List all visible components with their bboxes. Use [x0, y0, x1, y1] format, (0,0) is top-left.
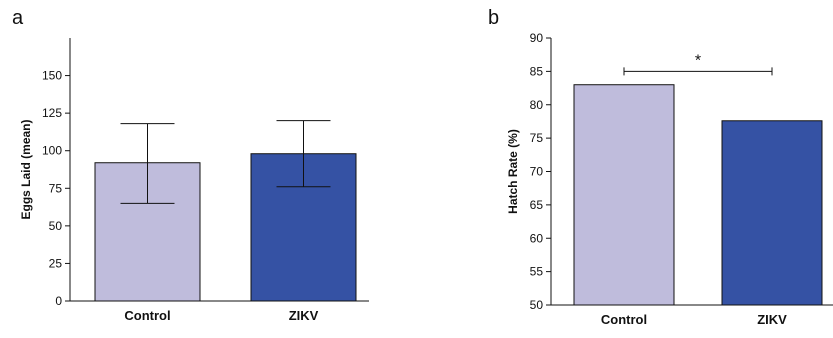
eggs-y-tick-label: 150 [42, 69, 62, 83]
eggs-category-label: ZIKV [289, 308, 319, 323]
hatch-y-tick-label: 65 [530, 198, 544, 212]
hatch-y-tick-label: 75 [530, 131, 544, 145]
hatch-y-tick-label: 55 [530, 265, 544, 279]
hatch-y-tick-label: 50 [530, 298, 544, 312]
eggs-y-tick-label: 50 [49, 219, 63, 233]
eggs-y-tick-label: 100 [42, 144, 62, 158]
hatch-category-label: Control [601, 312, 647, 327]
chart-hatch-rate: Control ZIKV 50 55 60 65 70 75 80 85 90 Hatch Rate … [506, 31, 833, 327]
hatch-bar-control [573, 84, 675, 306]
hatch-y-axis-title: Hatch Rate (%) [506, 129, 520, 214]
eggs-y-tick-label: 0 [55, 294, 62, 308]
chart-eggs-laid: Control ZIKV 0 25 50 75 100 125 150 Eggs Laid (me… [19, 38, 369, 323]
hatch-y-tick-label: 85 [530, 64, 544, 78]
eggs-y-axis-title: Eggs Laid (mean) [19, 119, 33, 219]
eggs-y-tick-label: 75 [49, 181, 63, 195]
hatch-bar-zikv [721, 120, 823, 306]
hatch-significance-label: * [695, 52, 701, 69]
eggs-y-tick-label: 25 [49, 256, 63, 270]
hatch-y-tick-label: 90 [530, 31, 544, 45]
hatch-y-tick-label: 60 [530, 231, 544, 245]
panel-letter-b: b [488, 7, 499, 29]
panel-letter-a: a [12, 7, 24, 29]
hatch-y-tick-label: 70 [530, 165, 544, 179]
hatch-category-label: ZIKV [757, 312, 787, 327]
eggs-y-tick-label: 125 [42, 106, 62, 120]
eggs-category-label: Control [124, 308, 170, 323]
hatch-y-tick-label: 80 [530, 98, 544, 112]
